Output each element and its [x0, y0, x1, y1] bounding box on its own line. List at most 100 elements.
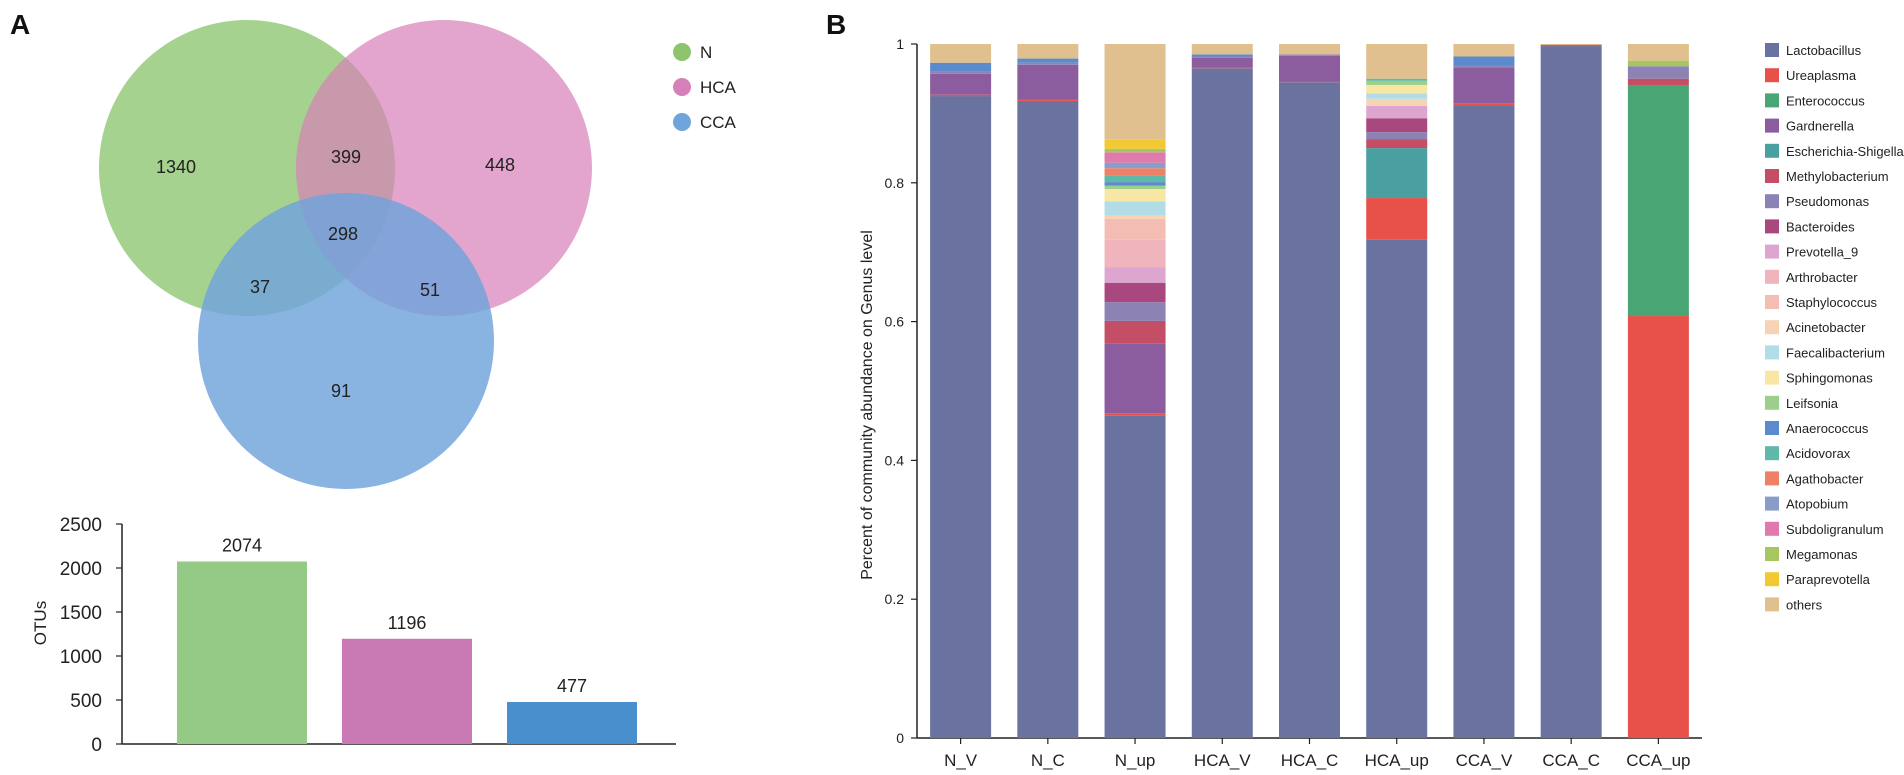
genus-legend-label-megamonas: Megamonas	[1786, 547, 1858, 562]
genus-legend-swatch-pseudomonas	[1765, 194, 1779, 209]
otu-y-tick-label: 2000	[60, 559, 102, 580]
genus-legend-swatch-leifsonia	[1765, 395, 1779, 410]
stack-n-up-ureaplasma	[1104, 413, 1166, 416]
genus-legend-swatch-enterococcus	[1765, 93, 1779, 108]
venn-label-n-cca: 37	[250, 277, 270, 297]
stack-n-v-lactobacillus	[930, 96, 992, 739]
otu-y-tick-label: 500	[70, 691, 102, 712]
genus-legend-swatch-methylobacterium	[1765, 169, 1779, 183]
genus-legend-label-paraprevotella: Paraprevotella	[1786, 572, 1871, 587]
legend-label-cca: CCA	[700, 113, 737, 132]
venn-legend: N HCA CCA	[673, 43, 737, 132]
stack-hca-v-pseudomonas	[1191, 56, 1253, 58]
stack-hca-c-lactobacillus	[1279, 82, 1340, 739]
stack-cca-up-methylobacterium	[1627, 78, 1689, 86]
genus-y-tick-label: 0.6	[885, 314, 905, 330]
genus-legend-label-ureaplasma: Ureaplasma	[1786, 68, 1857, 83]
genus-x-tick-label-cca-v: CCA_V	[1456, 751, 1513, 770]
genus-stacked-chart: Percent of community abundance on Genus …	[859, 36, 1702, 770]
stack-n-up-others	[1104, 44, 1166, 140]
stack-hca-v-ureaplasma	[1191, 67, 1253, 69]
otu-y-axis-label: OTUs	[31, 601, 50, 645]
otu-bar-hca	[342, 638, 472, 744]
panel-label-a: A	[10, 9, 30, 40]
genus-x-tick-label-hca-up: HCA_up	[1365, 751, 1429, 770]
stack-n-up-megamonas	[1104, 148, 1166, 153]
stack-n-c-lactobacillus	[1017, 100, 1079, 738]
genus-legend-swatch-ureaplasma	[1765, 68, 1779, 83]
genus-x-tick-label-n-c: N_C	[1031, 751, 1065, 770]
otu-y-tick-label: 0	[91, 735, 102, 756]
stack-n-up-methylobacterium	[1104, 320, 1166, 344]
genus-legend-label-acinetobacter: Acinetobacter	[1786, 320, 1866, 335]
genus-legend-swatch-others	[1765, 597, 1779, 612]
genus-y-tick-label: 0.8	[885, 175, 905, 191]
legend-dot-n	[673, 43, 691, 61]
genus-legend: Lactobacillus Ureaplasma Enterococcus Gardn…	[1765, 43, 1904, 612]
panel-label-b: B	[826, 9, 846, 40]
stack-cca-v-lactobacillus	[1453, 105, 1515, 738]
stack-n-up-subdoligranulum	[1104, 152, 1166, 163]
genus-legend-swatch-atopobium	[1765, 496, 1779, 511]
venn-label-all: 298	[328, 224, 358, 244]
otu-y-tick-label: 1000	[60, 647, 102, 668]
stack-hca-up-acinetobacter	[1366, 98, 1428, 106]
stack-cca-v-pseudomonas	[1453, 65, 1515, 68]
stack-n-v-pseudomonas	[930, 71, 992, 74]
venn-label-hca-only: 448	[485, 155, 515, 175]
stack-cca-v-anaerococcus	[1453, 56, 1515, 66]
genus-legend-swatch-acidovorax	[1765, 446, 1779, 461]
stack-n-up-leifsonia	[1104, 185, 1166, 190]
otu-bar-value-hca: 1196	[388, 613, 427, 633]
stack-cca-up-others	[1627, 44, 1689, 61]
genus-y-tick-label: 0	[896, 730, 904, 746]
stack-n-v-anaerococcus	[930, 62, 992, 72]
otu-y-tick-label: 1500	[60, 603, 102, 624]
stack-n-up-gardnerella	[1104, 343, 1166, 414]
genus-y-tick-label: 1	[896, 36, 904, 52]
stack-hca-c-others	[1279, 44, 1340, 55]
stack-hca-up-bacteroides	[1366, 118, 1428, 133]
genus-legend-swatch-bacteroides	[1765, 219, 1779, 234]
stack-n-up-lactobacillus	[1104, 415, 1166, 738]
stack-n-up-paraprevotella	[1104, 139, 1166, 149]
stack-n-c-pseudomonas	[1017, 62, 1079, 65]
venn-label-cca-only: 91	[331, 381, 351, 401]
stack-hca-v-others	[1191, 44, 1253, 55]
genus-legend-label-staphylococcus: Staphylococcus	[1786, 295, 1878, 310]
venn-label-n-hca: 399	[331, 147, 361, 167]
genus-legend-label-pseudomonas: Pseudomonas	[1786, 194, 1870, 209]
stack-hca-v-lactobacillus	[1191, 68, 1253, 739]
stack-hca-up-prevotella-9	[1366, 105, 1428, 119]
stack-hca-up-lactobacillus	[1366, 239, 1428, 738]
stack-hca-up-others	[1366, 44, 1428, 79]
stack-hca-up-methylobacterium	[1366, 139, 1428, 149]
stack-cca-up-megamonas	[1627, 60, 1689, 67]
stack-n-c-anaerococcus	[1017, 58, 1079, 63]
genus-legend-swatch-agathobacter	[1765, 471, 1779, 486]
stack-hca-c-pseudomonas	[1279, 54, 1340, 56]
stack-hca-up-faecalibacterium	[1366, 93, 1428, 99]
stack-hca-up-leifsonia	[1366, 80, 1428, 85]
stack-cca-c-others	[1540, 44, 1602, 45]
venn-diagram: 1340 399 448 298 37 51 91	[99, 20, 592, 489]
genus-legend-label-sphingomonas: Sphingomonas	[1786, 371, 1873, 386]
otu-bar-cca	[507, 702, 637, 744]
stack-n-up-staphylococcus	[1104, 218, 1166, 240]
genus-legend-swatch-prevotella-9	[1765, 244, 1779, 259]
legend-dot-hca	[673, 78, 691, 96]
genus-legend-swatch-faecalibacterium	[1765, 345, 1779, 360]
genus-legend-swatch-paraprevotella	[1765, 572, 1779, 587]
otu-bar-value-n: 2074	[222, 535, 262, 555]
genus-legend-label-enterococcus: Enterococcus	[1786, 93, 1865, 108]
otu-y-tick-label: 2500	[60, 515, 102, 536]
stack-n-v-others	[930, 44, 992, 63]
genus-x-tick-label-n-up: N_up	[1115, 751, 1156, 770]
stack-n-v-gardnerella	[930, 73, 992, 95]
stack-n-up-acinetobacter	[1104, 215, 1166, 219]
genus-x-tick-label-n-v: N_V	[944, 751, 978, 770]
genus-legend-label-methylobacterium: Methylobacterium	[1786, 169, 1889, 184]
stack-n-c-others	[1017, 44, 1079, 59]
genus-legend-swatch-gardnerella	[1765, 118, 1779, 133]
